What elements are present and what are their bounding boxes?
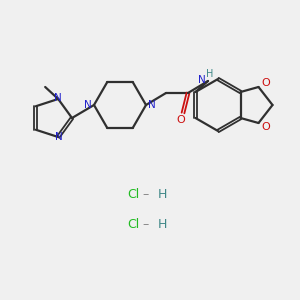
Text: –: – [139, 218, 153, 232]
Text: H: H [158, 218, 167, 232]
Text: O: O [262, 78, 270, 88]
Text: O: O [177, 115, 185, 125]
Text: Cl: Cl [128, 188, 140, 202]
Text: N: N [55, 132, 63, 142]
Text: N: N [198, 75, 206, 85]
Text: H: H [206, 69, 214, 79]
Text: –: – [139, 188, 153, 202]
Text: O: O [262, 122, 270, 132]
Text: H: H [158, 188, 167, 202]
Text: N: N [148, 100, 156, 110]
Text: N: N [54, 93, 62, 103]
Text: N: N [84, 100, 92, 110]
Text: Cl: Cl [128, 218, 140, 232]
